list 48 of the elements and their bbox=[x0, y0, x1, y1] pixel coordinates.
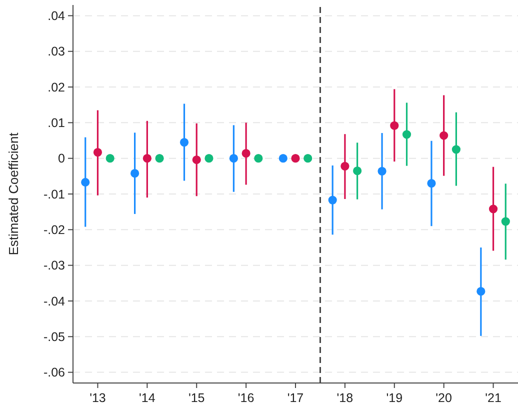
point bbox=[452, 145, 460, 154]
point bbox=[204, 154, 214, 163]
y-tick-label: -.05 bbox=[43, 330, 66, 344]
point bbox=[155, 154, 164, 163]
x-tick-label: '13 bbox=[90, 391, 106, 405]
point bbox=[378, 166, 386, 176]
point bbox=[81, 178, 90, 187]
y-tick-label: -.03 bbox=[43, 258, 66, 273]
y-tick-label: -.04 bbox=[43, 294, 66, 308]
x-tick-label: '20 bbox=[436, 391, 452, 405]
point bbox=[304, 154, 312, 163]
x-tick-label: '18 bbox=[336, 391, 354, 405]
point bbox=[254, 154, 263, 163]
point bbox=[390, 121, 399, 130]
point bbox=[427, 179, 436, 188]
y-tick-label: .04 bbox=[48, 9, 66, 24]
point bbox=[278, 154, 288, 163]
y-tick-label: 0 bbox=[58, 152, 66, 166]
point bbox=[93, 148, 102, 157]
point bbox=[229, 154, 238, 163]
point bbox=[476, 287, 486, 296]
point bbox=[142, 154, 152, 163]
y-tick-label: -.06 bbox=[43, 366, 66, 380]
point bbox=[192, 155, 201, 164]
y-tick-label: .01 bbox=[48, 116, 66, 130]
y-tick-label: .02 bbox=[48, 80, 66, 94]
x-tick-label: '19 bbox=[386, 391, 403, 405]
point bbox=[402, 130, 412, 139]
point bbox=[180, 138, 189, 147]
point bbox=[291, 154, 300, 163]
point bbox=[106, 154, 114, 163]
y-tick-label: -.02 bbox=[43, 223, 66, 238]
y-tick-label: .03 bbox=[48, 44, 66, 59]
x-tick-label: '16 bbox=[238, 391, 254, 405]
point bbox=[328, 196, 337, 204]
point bbox=[130, 169, 140, 178]
x-tick-label: '17 bbox=[287, 391, 304, 405]
point bbox=[501, 217, 510, 226]
point bbox=[440, 131, 448, 140]
y-axis-title: Estimated Coefficient bbox=[6, 132, 21, 256]
x-tick-label: '21 bbox=[485, 391, 502, 405]
x-tick-label: '14 bbox=[139, 391, 156, 405]
x-tick-label: '15 bbox=[188, 391, 205, 405]
y-tick-label: -.01 bbox=[43, 187, 66, 202]
point bbox=[340, 162, 350, 170]
point bbox=[242, 149, 250, 158]
point bbox=[353, 166, 362, 176]
point bbox=[488, 204, 498, 214]
